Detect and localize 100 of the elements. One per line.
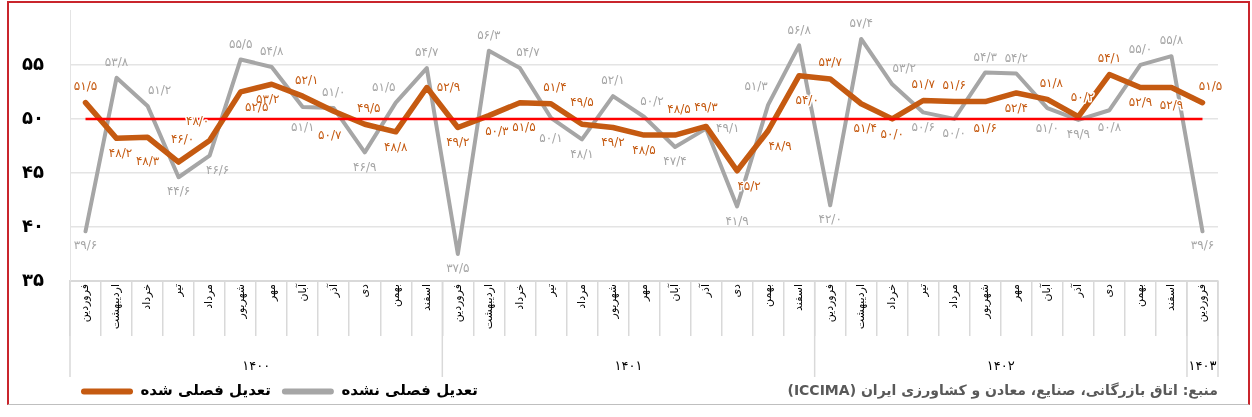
x-tick-label: اردیبهشت — [854, 284, 868, 330]
data-label: ۵۱/۸ — [1039, 75, 1064, 90]
x-tick-label: شهریور — [978, 284, 992, 320]
data-label: ۵۴/۰ — [795, 92, 819, 107]
x-tick-label: خرداد — [885, 284, 899, 310]
data-label: ۵۲/۱ — [601, 73, 625, 88]
text: ۱۴۰۲ — [986, 358, 1015, 374]
x-tick-label: آذر — [1070, 283, 1085, 299]
x-tick-label: شهریور — [233, 284, 247, 320]
data-label: ۴۹/۱ — [716, 120, 740, 135]
x-tick-label: آذر — [697, 283, 712, 299]
data-label: ۵۶/۸ — [787, 22, 812, 37]
data-label: ۵۳/۲ — [892, 61, 916, 76]
data-label: ۵۱/۱ — [291, 120, 315, 135]
x-tick-label: خرداد — [140, 284, 154, 310]
data-label: ۳۷/۵ — [446, 261, 470, 276]
data-label: ۵۲/۴ — [1004, 100, 1029, 115]
text: ۱۴۰۳ — [1188, 358, 1217, 374]
x-tick-label: اردیبهشت — [109, 284, 123, 330]
data-label: ۴۹/۹ — [1066, 127, 1091, 142]
y-tick-label: ۳۵ — [22, 268, 44, 290]
data-label: ۵۲/۹ — [436, 79, 461, 94]
data-label: ۴۸/۸ — [384, 139, 409, 154]
data-label: ۵۱/۵ — [73, 79, 98, 94]
data-label: ۵۴/۸ — [259, 44, 284, 59]
x-tick-label: شهریور — [605, 284, 619, 320]
legend-label: تعدیل فصلی نشده — [341, 381, 478, 400]
text: ۱۴۰۱ — [614, 358, 643, 374]
x-tick-label: خرداد — [512, 284, 526, 310]
data-label: ۴۴/۶ — [166, 184, 191, 199]
data-label: ۴۲/۰ — [818, 212, 842, 227]
x-tick-label: اسفند — [419, 284, 433, 311]
data-label: ۴۹/۳ — [694, 99, 719, 114]
data-label: ۴۸/۲ — [108, 146, 133, 161]
data-label: ۵۰/۶ — [911, 119, 935, 134]
x-tick-label: اسفند — [1164, 284, 1178, 311]
data-label: ۵۲/۱ — [295, 72, 319, 87]
data-label: ۴۸/۵ — [632, 142, 656, 157]
x-tick-label: اردیبهشت — [481, 284, 495, 330]
data-label: ۴۶/۹ — [353, 159, 377, 174]
x-tick-label: بهمن — [1133, 284, 1147, 307]
data-label: ۵۵/۰ — [1128, 41, 1153, 56]
x-tick-label: مرداد — [947, 283, 961, 309]
x-tick-label: مرداد — [202, 283, 216, 309]
data-label: ۴۹/۲ — [601, 135, 625, 150]
x-tick-label: تیر — [916, 284, 930, 298]
x-tick-label: آبان — [666, 283, 681, 302]
x-tick-label: فروردین — [450, 284, 464, 323]
x-tick-label: اسفند — [791, 284, 805, 311]
x-tick-label: آبان — [294, 283, 309, 302]
data-label: ۵۱/۰ — [1035, 121, 1060, 136]
data-label: ۳۹/۶ — [73, 238, 98, 253]
x-tick-label: دی — [357, 283, 371, 298]
x-tick-label: دی — [1102, 283, 1116, 298]
x-tick-label: بهمن — [388, 284, 402, 307]
x-tick-label: تیر — [171, 284, 185, 298]
data-label: ۴۹/۵ — [570, 94, 594, 109]
data-label: ۵۴/۷ — [516, 45, 541, 60]
data-label: ۵۱/۲ — [147, 83, 172, 98]
data-label: ۵۴/۳ — [973, 49, 998, 64]
data-label: ۴۷/۴ — [663, 154, 687, 169]
y-tick-label: ۵۵ — [22, 52, 44, 74]
data-label: ۵۱/۳ — [744, 78, 769, 93]
data-label: ۵۱/۵ — [1198, 79, 1223, 94]
data-label: ۵۱/۰ — [322, 85, 346, 100]
data-label: ۵۱/۴ — [853, 120, 877, 135]
data-label: ۵۴/۷ — [415, 45, 440, 60]
data-label: ۵۳/۷ — [818, 55, 843, 70]
x-tick-label: مهر — [636, 283, 650, 303]
data-label: ۵۰/۱ — [539, 130, 563, 145]
x-tick-label: مهر — [264, 283, 278, 303]
data-label: ۵۰/۳ — [485, 123, 510, 138]
data-label: ۵۲/۹ — [1128, 95, 1153, 110]
data-label: ۵۲/۹ — [1159, 98, 1184, 113]
text: منبع: اتاق بازرگانی، صنایع، معادن و کشاورزی ایران (ICCIMA) — [787, 381, 1218, 399]
legend-label: تعدیل فصلی شده — [140, 381, 271, 400]
data-label: ۵۱/۶ — [942, 77, 966, 92]
x-tick-label: آبان — [1039, 283, 1054, 302]
x-tick-label: مرداد — [574, 283, 588, 309]
data-label: ۵۰/۰ — [880, 126, 904, 141]
data-label: ۵۵/۸ — [1159, 33, 1184, 48]
data-label: ۴۱/۹ — [725, 213, 749, 228]
data-label: ۴۸/۱ — [570, 146, 594, 161]
data-label: ۵۳/۸ — [104, 54, 129, 69]
x-tick-label: تیر — [543, 284, 557, 298]
data-label: ۴۸/۳ — [135, 154, 160, 169]
text: ۱۴۰۰ — [242, 358, 271, 374]
data-label: ۴۸/۵ — [667, 102, 691, 117]
data-label: ۵۴/۱ — [1097, 50, 1122, 65]
x-tick-label: فروردین — [78, 284, 92, 323]
x-tick-label: دی — [729, 283, 743, 298]
data-label: ۴۹/۵ — [357, 100, 381, 115]
y-tick-label: ۴۰ — [22, 214, 44, 236]
data-label: ۵۵/۵ — [228, 36, 253, 51]
data-label: ۵۷/۴ — [849, 16, 873, 31]
data-label: ۵۰/۲ — [640, 93, 664, 108]
data-label: ۳۹/۶ — [1190, 238, 1215, 253]
x-tick-label: بهمن — [760, 284, 774, 307]
data-label: ۴۹/۲ — [446, 135, 470, 150]
data-label: ۵۰/۰ — [942, 126, 966, 141]
